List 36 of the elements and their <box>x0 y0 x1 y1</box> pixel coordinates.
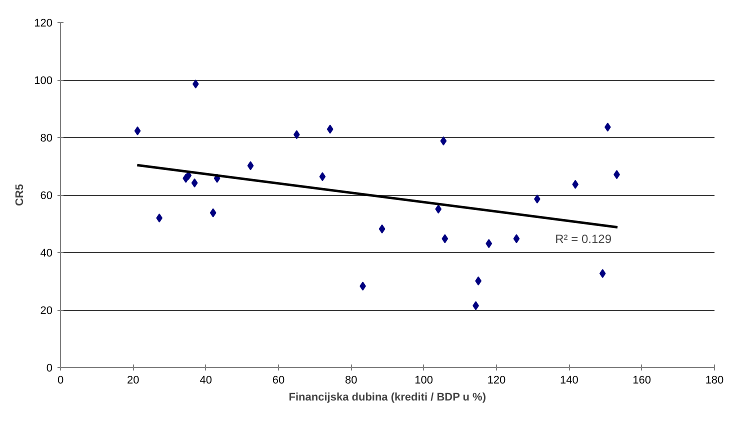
point <box>210 208 216 218</box>
y-tick-label: 60 <box>40 190 53 202</box>
point <box>599 268 606 278</box>
x-tick-label: 140 <box>560 374 578 386</box>
point <box>486 239 492 248</box>
x-tick-label: 180 <box>705 374 724 386</box>
point <box>378 224 386 234</box>
x-tick-label: 20 <box>127 374 140 386</box>
annotation: R² = 0.129 <box>555 232 612 246</box>
point <box>319 172 326 182</box>
y-tick-label: 80 <box>40 132 53 144</box>
y-tick-label: 100 <box>34 75 53 87</box>
y-axis-title: CR5 <box>14 184 26 206</box>
x-tick-label: 60 <box>272 374 285 386</box>
y-tick-label: 0 <box>46 362 53 374</box>
point <box>442 234 448 244</box>
point <box>156 214 162 222</box>
point <box>191 178 198 188</box>
point <box>435 204 442 214</box>
point <box>326 124 334 134</box>
point <box>572 180 579 189</box>
x-tick-label: 100 <box>414 374 434 386</box>
x-tick-label: 40 <box>200 374 212 386</box>
point <box>134 126 141 136</box>
x-tick-label: 120 <box>487 374 506 386</box>
x-tick-label: 80 <box>345 374 358 386</box>
x-tick-label: 160 <box>632 374 652 386</box>
y-tick-label: 120 <box>34 18 53 30</box>
point <box>247 161 254 170</box>
point <box>440 136 447 146</box>
x-tick-label: 0 <box>57 374 64 386</box>
point <box>192 80 199 89</box>
x-axis-title: Financijska dubina (krediti / BDP u %) <box>288 392 486 404</box>
point <box>513 234 520 244</box>
y-tick-label: 20 <box>40 305 53 317</box>
y-tick-label: 40 <box>40 248 53 260</box>
